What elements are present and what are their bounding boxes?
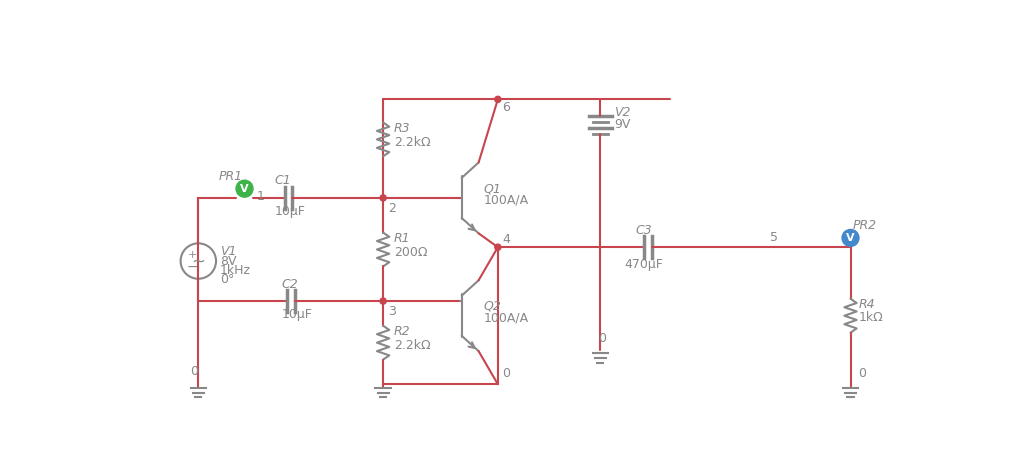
Text: 1kHz: 1kHz — [220, 264, 251, 277]
Text: R1: R1 — [394, 232, 411, 245]
Text: 0: 0 — [190, 365, 199, 379]
Text: C2: C2 — [282, 278, 298, 291]
Text: V1: V1 — [220, 245, 237, 258]
Text: 0°: 0° — [220, 273, 234, 286]
Text: 5: 5 — [769, 231, 777, 245]
Circle shape — [380, 195, 386, 201]
Text: 1kΩ: 1kΩ — [858, 311, 883, 324]
Text: 200Ω: 200Ω — [394, 246, 427, 259]
Text: 1: 1 — [257, 190, 265, 203]
Text: 4: 4 — [503, 233, 510, 246]
Text: 0: 0 — [858, 367, 866, 380]
Text: 3: 3 — [388, 305, 395, 318]
Text: Q2: Q2 — [483, 300, 501, 313]
Text: 2.2kΩ: 2.2kΩ — [394, 339, 430, 352]
Text: 10μF: 10μF — [282, 308, 312, 322]
Text: +: + — [187, 250, 197, 260]
Circle shape — [495, 96, 501, 103]
Text: 6: 6 — [502, 101, 510, 114]
Text: V: V — [241, 184, 249, 194]
Text: 0: 0 — [598, 332, 606, 345]
Text: ~: ~ — [191, 252, 206, 270]
Text: 100A/A: 100A/A — [483, 312, 528, 324]
Text: 100A/A: 100A/A — [483, 194, 528, 207]
Text: Q1: Q1 — [483, 182, 501, 195]
Text: PR1: PR1 — [218, 170, 243, 183]
Circle shape — [842, 229, 859, 247]
Text: 470μF: 470μF — [625, 257, 664, 271]
Text: 8V: 8V — [220, 255, 237, 267]
Circle shape — [380, 298, 386, 304]
Text: V: V — [846, 233, 855, 243]
Text: R3: R3 — [394, 122, 411, 135]
Text: 2: 2 — [388, 202, 395, 215]
Text: R4: R4 — [858, 298, 874, 312]
Text: 2.2kΩ: 2.2kΩ — [394, 136, 430, 149]
Text: 10μF: 10μF — [274, 205, 305, 218]
Text: 0: 0 — [503, 367, 511, 380]
Text: V2: V2 — [614, 106, 631, 119]
Text: R2: R2 — [394, 325, 411, 338]
Text: PR2: PR2 — [853, 219, 877, 232]
Text: C1: C1 — [274, 174, 291, 188]
Text: C3: C3 — [636, 224, 652, 237]
Circle shape — [237, 180, 253, 197]
Circle shape — [495, 244, 501, 250]
Text: −: − — [186, 260, 198, 274]
Text: 9V: 9V — [614, 118, 631, 131]
